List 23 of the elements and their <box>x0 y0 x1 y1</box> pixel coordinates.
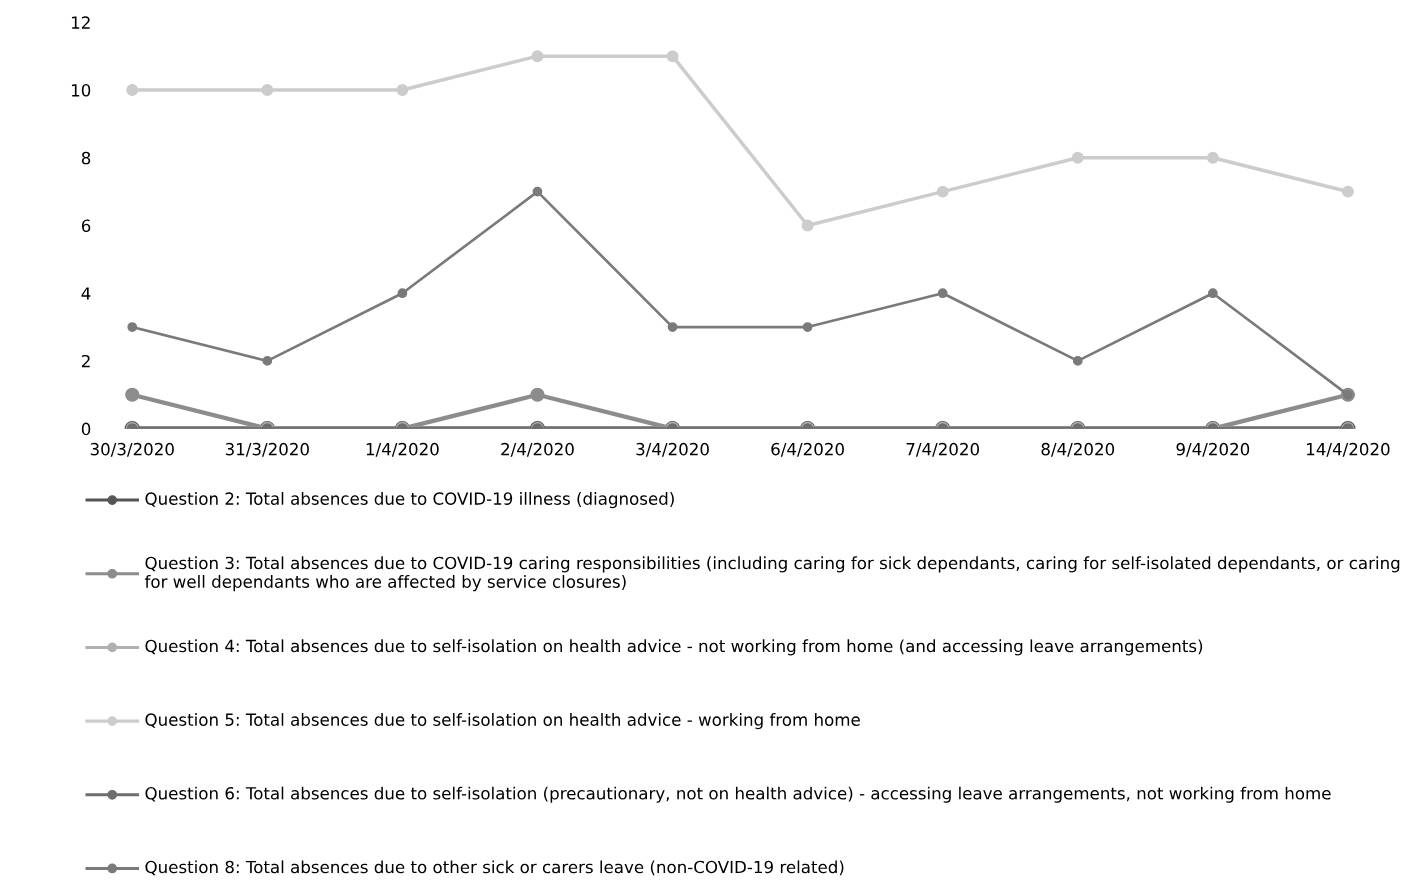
y-tick-label: 6 <box>81 219 91 233</box>
x-tick-label: 2/4/2020 <box>501 442 574 457</box>
y-tick-label: 8 <box>81 151 91 165</box>
y-tick-label: 12 <box>71 16 90 29</box>
legend-label: Question 4: Total absences due to self-isolation on health advice - not working from home (and accessing leave arrangements) <box>145 639 1203 656</box>
y-tick-label: 10 <box>71 84 91 97</box>
x-tick-label: 9/4/2020 <box>1176 442 1250 457</box>
y-tick-label: 2 <box>81 354 90 368</box>
x-tick-label: 30/3/2020 <box>90 442 174 457</box>
legend-label: Question 8: Total absences due to other sick or carers leave (non-COVID-19 related) <box>145 860 844 876</box>
y-tick-label: 0 <box>81 422 91 436</box>
legend-label: Question 5: Total absences due to self-isolation on health advice - working from home <box>145 713 860 730</box>
x-tick-label: 31/3/2020 <box>225 442 309 457</box>
x-tick-label: 1/4/2020 <box>366 442 439 457</box>
y-tick-label: 4 <box>81 287 91 300</box>
x-tick-label: 7/4/2020 <box>906 442 980 457</box>
x-tick-label: 14/4/2020 <box>1307 442 1390 457</box>
x-tick-label: 3/4/2020 <box>636 442 709 457</box>
x-tick-label: 6/4/2020 <box>771 442 844 457</box>
x-tick-label: 8/4/2020 <box>1041 442 1115 457</box>
legend-label: Question 6: Total absences due to self-isolation (precautionary, not on health advice) - accessing leave arrangements, not working from home <box>145 786 1331 803</box>
legend-label: Question 2: Total absences due to COVID-19 illness (diagnosed) <box>145 492 674 509</box>
legend-label: Question 3: Total absences due to COVID-19 caring responsibilities (including caring for sick dependants, caring for self-isolated dependants, or caring for well dependants who are affected by service closures) <box>144 556 1400 592</box>
